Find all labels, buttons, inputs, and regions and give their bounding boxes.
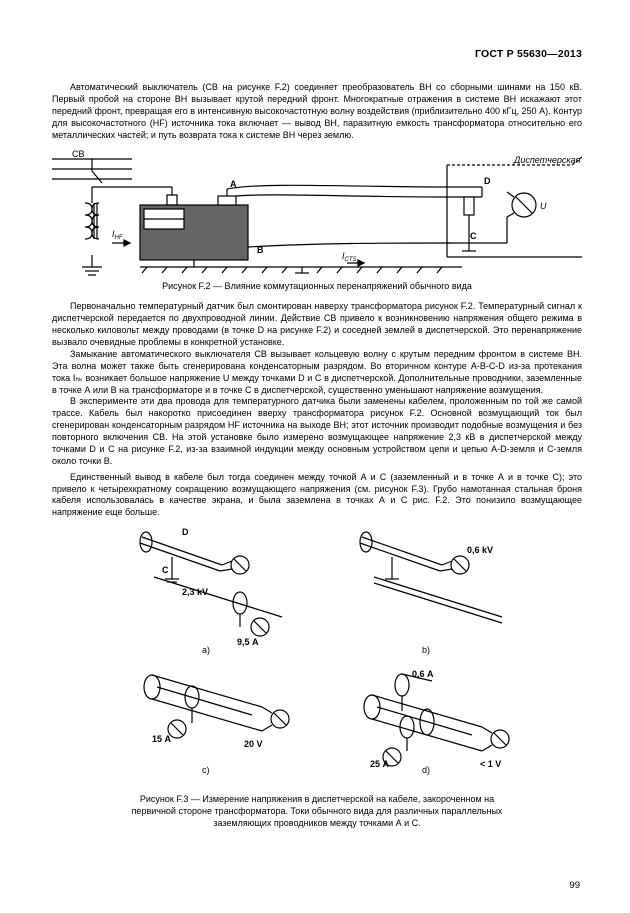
paragraph-5: Единственный вывод в кабеле был тогда со… [52,472,582,520]
f3a-letter: a) [202,645,210,655]
label-control-room: Диспетчерская [513,155,581,165]
figure-f3-caption: Рисунок F.3 — Измерение напряжения в дис… [127,793,507,829]
document-id: ГОСТ Р 55630—2013 [52,48,582,60]
label-a: A [230,179,237,189]
label-b: B [257,245,264,255]
label-d: D [484,176,491,186]
paragraph-3: Замыкание автоматического выключателя CB… [52,349,582,397]
f3d-current1: 0,6 А [412,669,434,679]
figure-f3: D C 2,3 kV 9,5 А a) 0,6 kV b) 15 А 20 V … [52,527,582,787]
label-c: C [470,231,477,241]
f3d-current2: 25 А [370,759,390,769]
f3c-current: 15 А [152,734,172,744]
label-u: U [540,201,547,211]
label-ics: ICТS [342,251,357,263]
f3-label-d: D [182,527,189,537]
paragraph-1: Автоматический выключатель (CB на рисунк… [52,82,582,141]
f3d-voltage: < 1 V [480,759,501,769]
f3b-letter: b) [422,645,430,655]
label-ihf: IHF [112,229,123,241]
label-cb: CB [72,149,85,159]
figure-f2-caption: Рисунок F.2 — Влияние коммутационных пер… [52,281,582,291]
f3d-letter: d) [422,765,430,775]
figure-f2: CB IHF A B ICТS C D U Диспетчерская [52,147,582,277]
page-number: 99 [569,880,580,891]
paragraph-2: Первоначально температурный датчик был с… [52,301,582,349]
f3a-current: 9,5 А [237,637,259,647]
f3a-voltage: 2,3 kV [182,587,208,597]
f3c-letter: c) [202,765,210,775]
f3b-voltage: 0,6 kV [467,545,493,555]
f3c-voltage: 20 V [244,739,263,749]
paragraph-4: В эксперименте эти два провода для темпе… [52,396,582,467]
f3-label-c: C [162,565,169,575]
